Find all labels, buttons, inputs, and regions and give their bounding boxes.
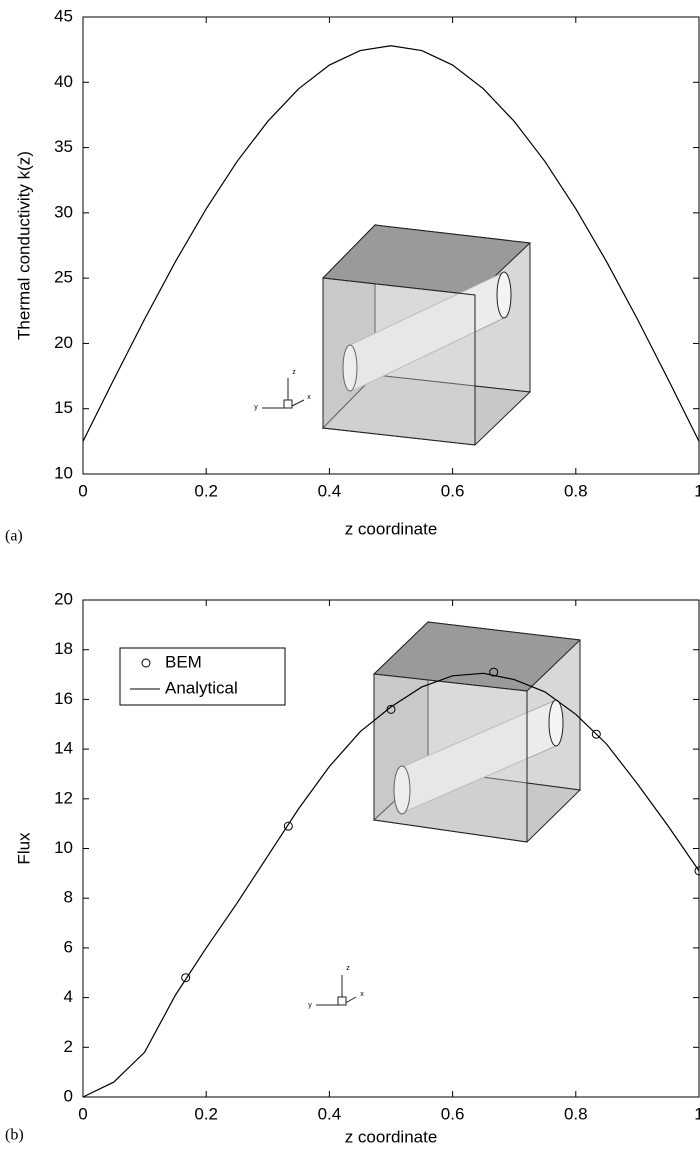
x-tick-label: 0.8 bbox=[564, 481, 588, 500]
x-tick-label: 0.6 bbox=[441, 1104, 465, 1123]
y-tick-label: 15 bbox=[54, 398, 73, 417]
inset-diagram bbox=[316, 622, 580, 1005]
y-tick-label: 8 bbox=[64, 888, 73, 907]
x-tick-label: 0.6 bbox=[441, 481, 465, 500]
y-tick-label: 10 bbox=[54, 838, 73, 857]
panel-label: (b) bbox=[5, 1127, 24, 1144]
panel-label: (a) bbox=[5, 528, 23, 545]
y-tick-label: 14 bbox=[54, 739, 73, 758]
y-axis-label: Flux bbox=[14, 832, 33, 865]
y-tick-label: 35 bbox=[54, 137, 73, 156]
y-tick-label: 40 bbox=[54, 72, 73, 91]
y-tick-label: 16 bbox=[54, 689, 73, 708]
x-tick-label: 1 bbox=[694, 1104, 700, 1123]
y-tick-label: 20 bbox=[54, 333, 73, 352]
x-tick-label: 0.4 bbox=[318, 1104, 342, 1123]
x-axis-label: z coordinate bbox=[345, 519, 438, 538]
y-tick-label: 4 bbox=[64, 987, 73, 1006]
y-axis-label: Thermal conductivity k(z) bbox=[14, 151, 33, 340]
y-tick-label: 25 bbox=[54, 268, 73, 287]
x-tick-label: 0.2 bbox=[194, 481, 218, 500]
y-tick-label: 0 bbox=[64, 1086, 73, 1105]
y-tick-label: 18 bbox=[54, 639, 73, 658]
x-axis-label: z coordinate bbox=[345, 1127, 438, 1146]
legend-label: BEM bbox=[165, 652, 202, 671]
inset-diagram bbox=[262, 225, 530, 445]
y-tick-label: 6 bbox=[64, 937, 73, 956]
inset-axis-label: z bbox=[292, 369, 296, 376]
y-tick-label: 20 bbox=[54, 589, 73, 608]
inset-axis-label: z bbox=[346, 965, 350, 972]
x-tick-label: 0.8 bbox=[564, 1104, 588, 1123]
x-tick-label: 1 bbox=[694, 481, 700, 500]
x-tick-label: 0.4 bbox=[318, 481, 342, 500]
x-tick-label: 0 bbox=[78, 1104, 87, 1123]
inset-axis-label: x bbox=[360, 991, 364, 998]
y-tick-label: 45 bbox=[54, 6, 73, 25]
inset-axis-label: y bbox=[254, 404, 258, 411]
inset-axis-label: x bbox=[307, 394, 311, 401]
y-tick-label: 30 bbox=[54, 202, 73, 221]
inset-axis-label: y bbox=[308, 1002, 312, 1009]
y-tick-label: 2 bbox=[64, 1037, 73, 1056]
x-tick-label: 0 bbox=[78, 481, 87, 500]
y-tick-label: 10 bbox=[54, 463, 73, 482]
x-tick-label: 0.2 bbox=[194, 1104, 218, 1123]
legend-label: Analytical bbox=[165, 678, 238, 697]
figure: 00.20.40.60.811015202530354045z coordina… bbox=[0, 0, 700, 1153]
y-tick-label: 12 bbox=[54, 788, 73, 807]
